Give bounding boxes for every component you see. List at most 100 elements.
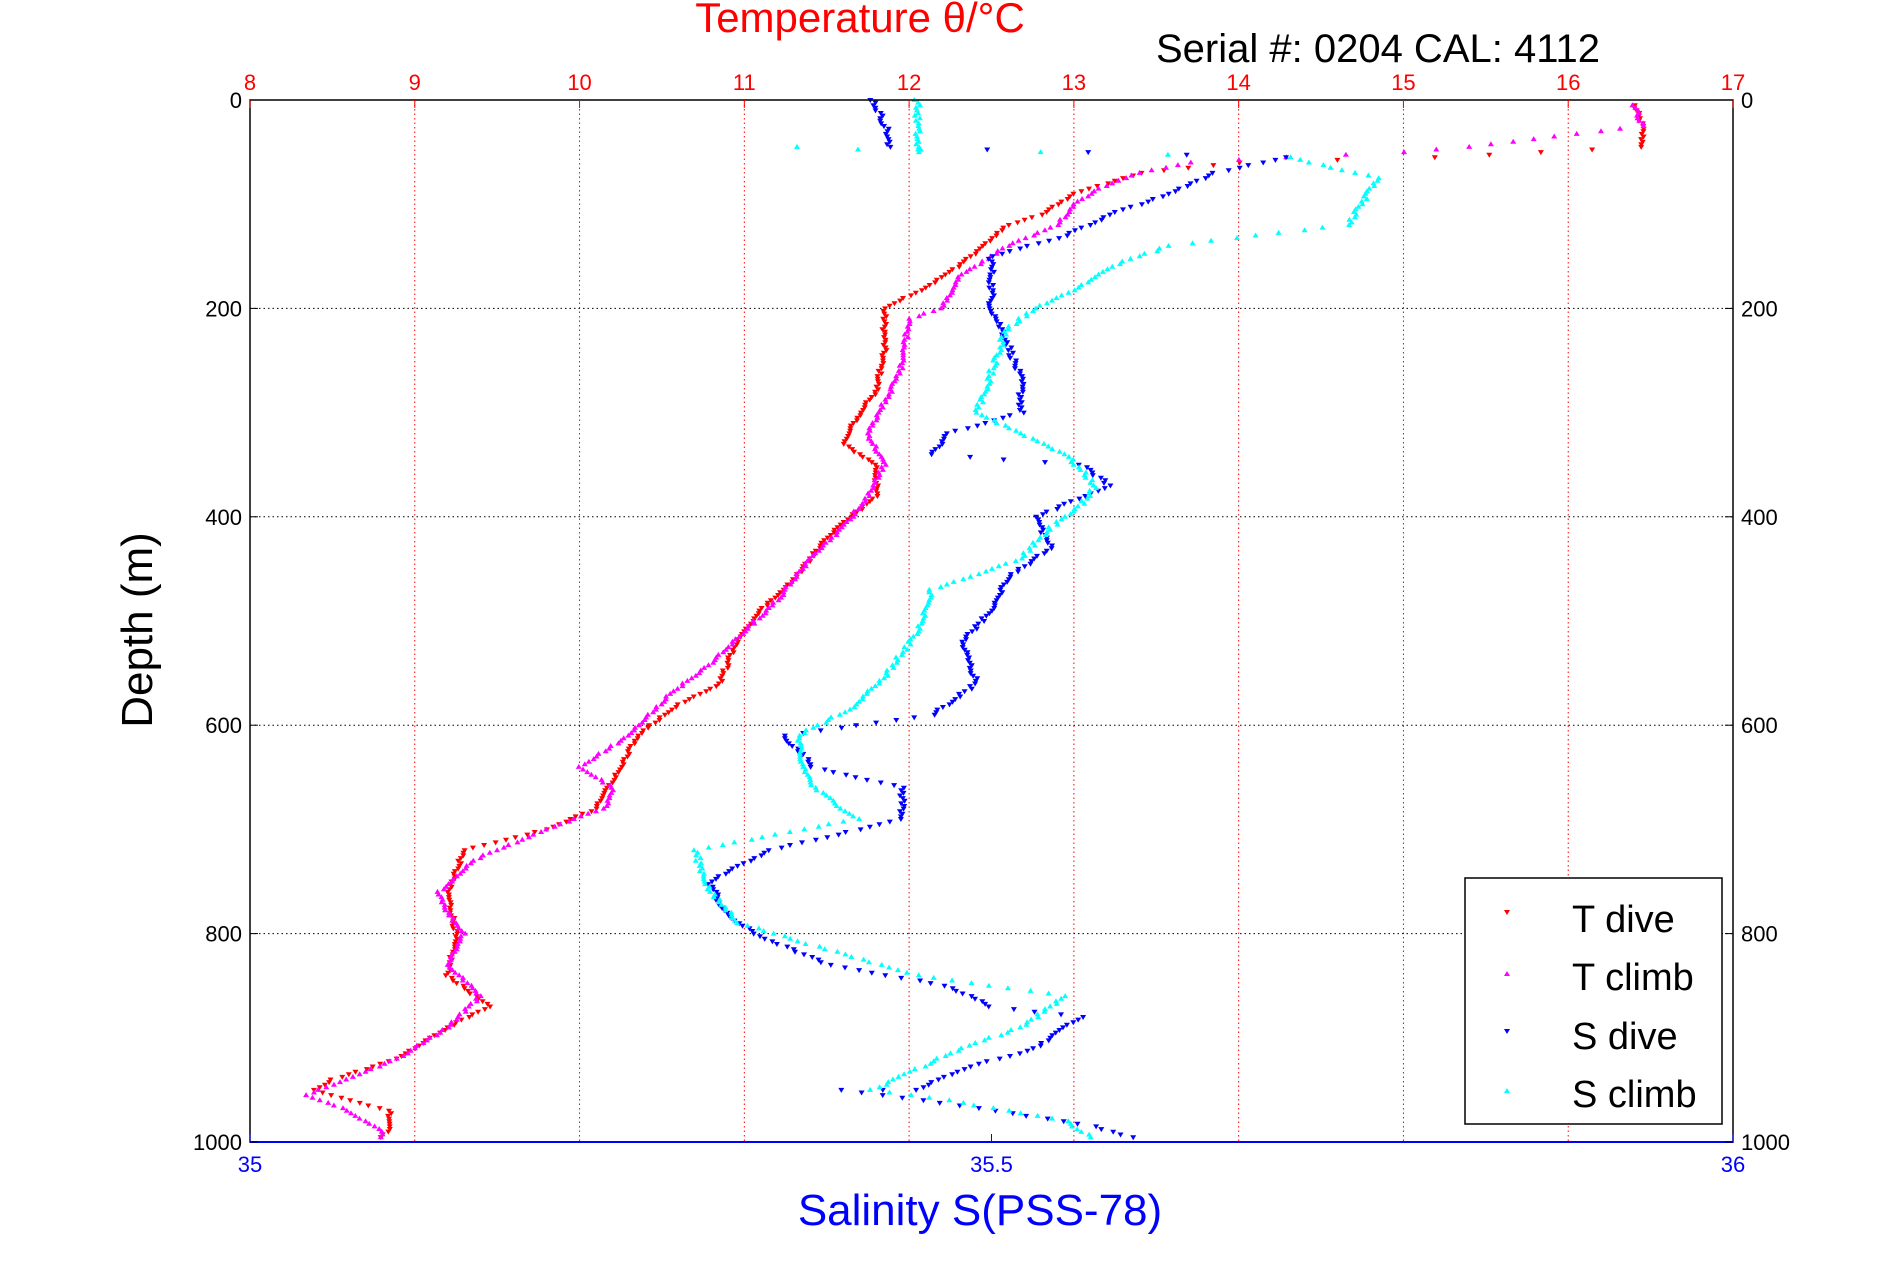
point-s-climb bbox=[1061, 451, 1068, 457]
point-s-dive bbox=[939, 441, 946, 447]
point-t-dive bbox=[874, 376, 881, 382]
point-s-dive bbox=[999, 590, 1006, 596]
point-s-dive bbox=[961, 647, 968, 653]
point-t-dive bbox=[751, 616, 758, 622]
point-s-climb bbox=[914, 631, 921, 636]
point-t-dive bbox=[874, 494, 881, 499]
point-s-dive bbox=[899, 1095, 906, 1101]
point-t-climb bbox=[514, 839, 521, 845]
point-s-dive bbox=[1272, 157, 1279, 163]
point-s-dive bbox=[1120, 207, 1126, 213]
point-s-climb bbox=[1074, 503, 1081, 509]
point-t-climb bbox=[862, 495, 868, 501]
point-s-dive bbox=[740, 861, 747, 867]
point-s-climb bbox=[943, 581, 950, 587]
point-s-climb bbox=[1003, 331, 1010, 337]
point-s-climb bbox=[1252, 232, 1259, 238]
point-t-climb bbox=[457, 933, 464, 939]
point-t-climb bbox=[445, 1024, 452, 1030]
point-s-climb bbox=[1034, 438, 1041, 444]
point-t-dive bbox=[715, 681, 722, 687]
point-t-dive bbox=[619, 759, 626, 765]
point-s-climb bbox=[697, 855, 704, 861]
point-t-climb bbox=[443, 883, 450, 889]
point-s-dive bbox=[966, 660, 973, 666]
point-t-dive bbox=[466, 1015, 473, 1020]
point-s-climb bbox=[901, 1071, 908, 1077]
point-t-climb bbox=[650, 709, 657, 715]
point-s-dive bbox=[940, 1074, 947, 1080]
point-t-dive bbox=[865, 457, 872, 463]
temp-tick-label: 12 bbox=[897, 70, 921, 95]
point-t-dive bbox=[456, 863, 463, 869]
point-t-climb bbox=[446, 964, 453, 970]
depth-tick-label-left: 600 bbox=[205, 713, 242, 738]
point-s-climb bbox=[1086, 487, 1093, 493]
point-t-dive bbox=[1014, 220, 1021, 226]
point-t-dive bbox=[827, 533, 834, 538]
point-s-climb bbox=[1047, 526, 1054, 532]
point-s-dive bbox=[993, 319, 1000, 325]
point-t-climb bbox=[799, 565, 806, 571]
point-s-dive bbox=[968, 994, 975, 1000]
point-t-dive bbox=[597, 798, 604, 804]
point-t-climb bbox=[615, 740, 622, 746]
point-t-dive bbox=[719, 668, 726, 674]
point-s-climb bbox=[908, 1092, 915, 1098]
point-t-dive bbox=[442, 973, 449, 979]
legend-marker-s-climb bbox=[1504, 1088, 1510, 1093]
point-s-dive bbox=[965, 658, 971, 664]
point-t-climb bbox=[469, 985, 476, 991]
point-s-climb bbox=[1058, 516, 1065, 522]
point-t-dive bbox=[897, 298, 904, 304]
point-s-climb bbox=[1370, 180, 1377, 186]
point-s-dive bbox=[920, 1098, 927, 1104]
point-t-climb bbox=[463, 862, 470, 868]
point-s-climb bbox=[1034, 1011, 1041, 1017]
point-t-climb bbox=[818, 545, 825, 551]
point-t-dive bbox=[875, 387, 882, 393]
point-s-climb bbox=[926, 586, 933, 592]
point-s-climb bbox=[1023, 310, 1030, 316]
point-t-dive bbox=[319, 1090, 326, 1096]
point-s-climb bbox=[802, 941, 809, 946]
point-t-dive bbox=[588, 809, 595, 815]
point-s-dive bbox=[985, 1004, 992, 1010]
point-s-dive bbox=[1056, 236, 1063, 242]
point-t-climb bbox=[434, 1032, 440, 1038]
point-t-climb bbox=[701, 664, 708, 670]
depth-tick-label-right: 1000 bbox=[1741, 1130, 1790, 1155]
point-s-dive bbox=[990, 288, 996, 294]
point-s-climb bbox=[855, 146, 861, 152]
point-s-climb bbox=[699, 865, 706, 871]
point-t-climb bbox=[1635, 107, 1641, 113]
point-s-dive bbox=[897, 809, 903, 815]
point-s-dive bbox=[1039, 512, 1046, 518]
point-s-dive bbox=[773, 942, 780, 947]
point-t-climb bbox=[459, 868, 466, 874]
point-t-climb bbox=[1070, 203, 1077, 209]
point-s-dive bbox=[929, 449, 936, 455]
temp-tick-label: 9 bbox=[409, 70, 421, 95]
point-s-dive bbox=[1024, 243, 1030, 249]
temp-tick-label: 8 bbox=[244, 70, 256, 95]
point-s-dive bbox=[984, 147, 991, 153]
point-s-dive bbox=[878, 121, 885, 127]
salinity-tick-label: 36 bbox=[1721, 1152, 1745, 1177]
point-s-climb bbox=[1090, 482, 1097, 488]
point-s-dive bbox=[1010, 350, 1016, 356]
point-s-dive bbox=[1098, 1127, 1105, 1133]
point-t-climb bbox=[1634, 112, 1640, 118]
point-s-climb bbox=[806, 774, 813, 780]
point-s-climb bbox=[997, 349, 1003, 355]
point-s-climb bbox=[1352, 169, 1359, 175]
point-t-dive bbox=[719, 678, 726, 684]
point-t-dive bbox=[1638, 144, 1645, 150]
point-s-dive bbox=[900, 790, 907, 796]
point-s-climb bbox=[1078, 282, 1085, 287]
point-s-dive bbox=[812, 837, 819, 843]
point-t-dive bbox=[881, 311, 888, 317]
point-t-climb bbox=[500, 844, 507, 850]
point-t-climb bbox=[1103, 183, 1110, 188]
